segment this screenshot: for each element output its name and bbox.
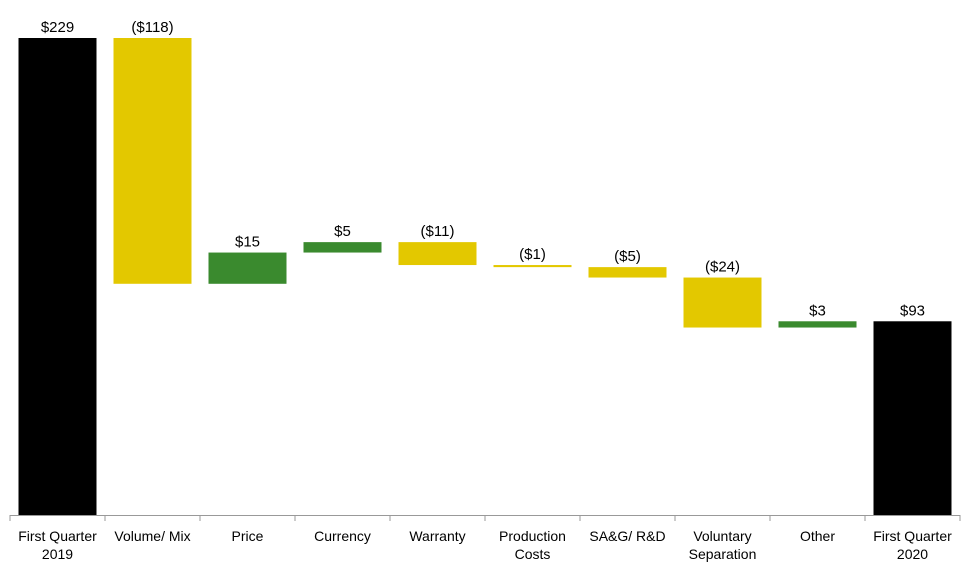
- bar: [113, 38, 192, 284]
- x-tick-label: Volume/ Mix: [114, 528, 191, 544]
- value-label: $5: [334, 223, 351, 240]
- value-label: $15: [235, 234, 260, 251]
- bar: [683, 277, 762, 328]
- x-tick-label: SA&G/ R&D: [589, 528, 666, 544]
- value-label: $93: [900, 302, 925, 319]
- bar: [778, 321, 857, 328]
- x-tick-label: First Quarter 2019: [18, 528, 97, 562]
- x-tick-label: Currency: [314, 528, 371, 544]
- value-label: ($11): [421, 223, 455, 240]
- bar: [873, 321, 952, 515]
- x-tick-label: Other: [799, 528, 835, 544]
- bar: [18, 38, 97, 515]
- value-label: $229: [41, 19, 74, 36]
- value-label: $3: [809, 302, 826, 319]
- bar: [493, 265, 572, 268]
- x-tick-label: Price: [231, 528, 264, 544]
- bar: [208, 252, 287, 284]
- bar: [398, 242, 477, 266]
- value-label: ($118): [131, 19, 173, 36]
- x-tick-label: Warranty: [409, 528, 466, 544]
- bar: [588, 267, 667, 278]
- value-label: ($24): [705, 259, 740, 276]
- x-tick-label: Voluntary Separation: [688, 528, 757, 562]
- x-tick-label: First Quarter 2020: [873, 528, 952, 562]
- value-label: ($1): [519, 246, 546, 263]
- bar: [303, 242, 382, 253]
- value-label: ($5): [614, 248, 641, 265]
- x-tick-label: Production Costs: [499, 528, 566, 562]
